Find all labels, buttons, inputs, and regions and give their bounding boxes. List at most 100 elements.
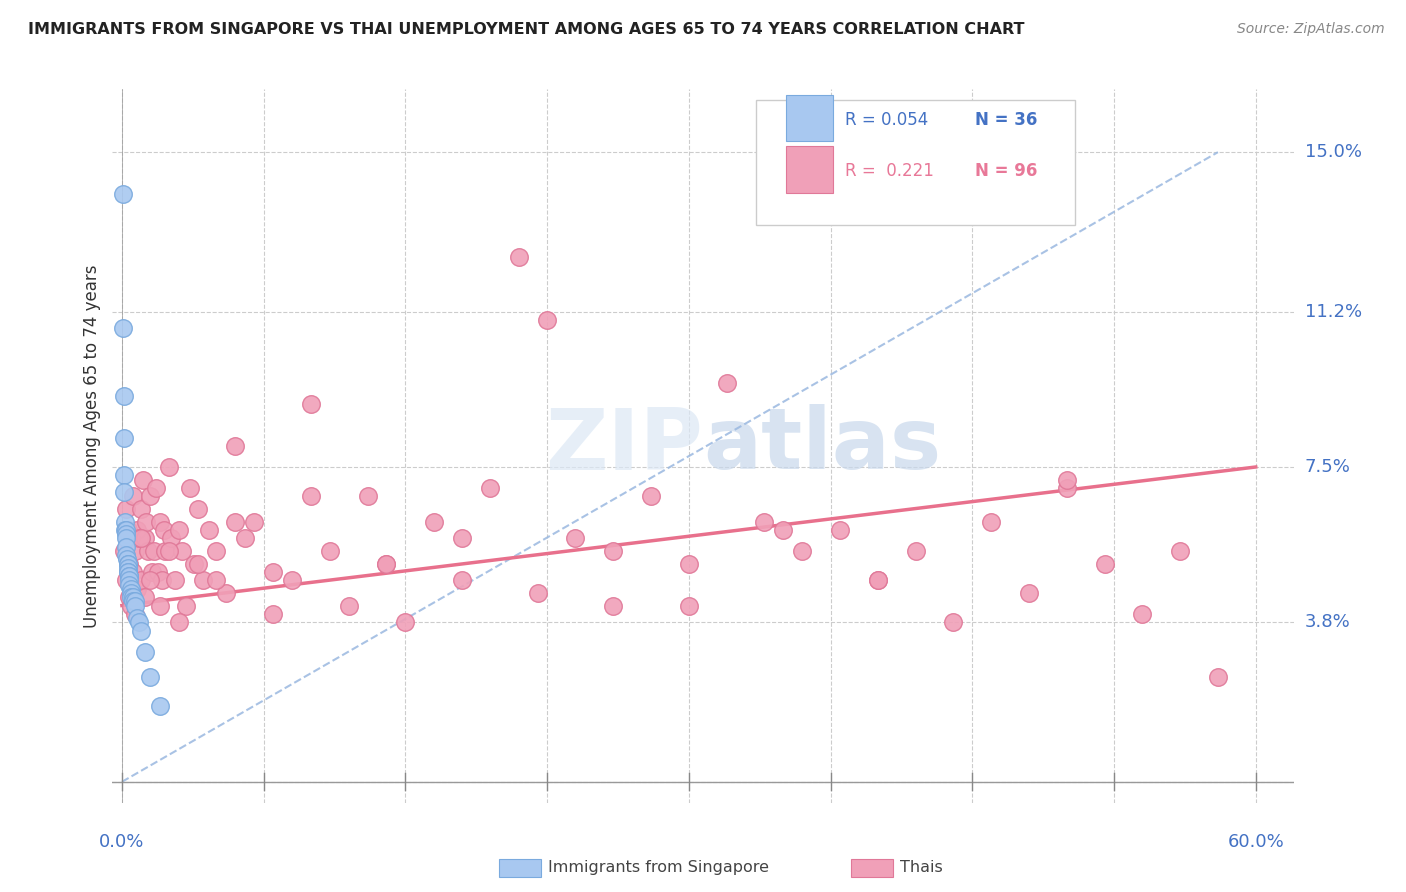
Point: [152, 523, 174, 537]
Text: 7.5%: 7.5%: [1305, 458, 1351, 476]
Text: atlas: atlas: [703, 404, 941, 488]
Point: [1018, 586, 1040, 600]
Point: [138, 544, 160, 558]
Point: [129, 532, 152, 546]
Point: [117, 560, 139, 574]
Text: Thais: Thais: [900, 861, 942, 875]
Point: [602, 599, 624, 613]
Point: [122, 594, 145, 608]
Point: [792, 544, 814, 558]
Point: [114, 515, 136, 529]
Point: [124, 594, 146, 608]
Point: [112, 544, 135, 558]
Text: N = 36: N = 36: [974, 111, 1038, 128]
Point: [135, 515, 157, 529]
Point: [120, 532, 142, 546]
Text: IMMIGRANTS FROM SINGAPORE VS THAI UNEMPLOYMENT AMONG AGES 65 TO 74 YEARS CORRELA: IMMIGRANTS FROM SINGAPORE VS THAI UNEMPL…: [28, 22, 1025, 37]
Point: [139, 489, 162, 503]
Text: 11.2%: 11.2%: [1305, 302, 1362, 321]
Point: [114, 502, 136, 516]
Point: [526, 586, 548, 600]
Point: [139, 670, 162, 684]
Point: [124, 599, 146, 613]
Point: [118, 590, 141, 604]
Point: [125, 582, 148, 596]
Text: 0.0%: 0.0%: [100, 833, 145, 851]
Point: [124, 607, 146, 621]
Point: [122, 565, 145, 579]
Point: [118, 557, 141, 571]
Point: [1094, 557, 1116, 571]
Point: [394, 615, 416, 630]
Point: [299, 397, 322, 411]
Y-axis label: Unemployment Among Ages 65 to 74 years: Unemployment Among Ages 65 to 74 years: [83, 264, 101, 628]
Point: [134, 532, 156, 546]
Point: [125, 611, 148, 625]
Point: [118, 569, 141, 583]
Point: [299, 489, 322, 503]
FancyBboxPatch shape: [786, 146, 832, 193]
Point: [678, 599, 700, 613]
Point: [224, 515, 246, 529]
Point: [114, 523, 136, 537]
Point: [866, 574, 889, 588]
FancyBboxPatch shape: [786, 95, 832, 141]
Point: [174, 599, 197, 613]
Point: [508, 250, 530, 264]
Point: [451, 574, 474, 588]
Point: [375, 557, 398, 571]
Point: [134, 590, 156, 604]
Point: [134, 645, 156, 659]
Point: [143, 544, 166, 558]
Point: [149, 599, 172, 613]
Point: [149, 699, 172, 714]
Point: [128, 532, 150, 546]
Point: [118, 569, 141, 583]
Point: [215, 586, 238, 600]
Text: 15.0%: 15.0%: [1305, 143, 1361, 161]
Point: [118, 577, 141, 591]
Point: [356, 489, 378, 503]
Point: [1168, 544, 1191, 558]
Point: [1056, 481, 1078, 495]
Point: [139, 574, 162, 588]
Point: [337, 599, 360, 613]
Point: [564, 532, 586, 546]
Point: [1056, 473, 1078, 487]
Point: [120, 586, 142, 600]
Point: [262, 565, 284, 579]
Point: [120, 582, 142, 596]
Point: [1130, 607, 1153, 621]
Point: [117, 557, 139, 571]
Point: [281, 574, 304, 588]
Point: [193, 574, 215, 588]
Point: [772, 523, 794, 537]
Point: [122, 489, 145, 503]
Point: [224, 439, 246, 453]
Point: [141, 565, 163, 579]
Point: [262, 607, 284, 621]
Point: [112, 485, 135, 500]
Point: [128, 615, 150, 630]
Point: [186, 502, 208, 516]
Point: [172, 544, 194, 558]
Point: [243, 515, 266, 529]
Text: N = 96: N = 96: [974, 162, 1038, 180]
Point: [205, 574, 228, 588]
Point: [117, 565, 139, 579]
Point: [942, 615, 965, 630]
Point: [179, 481, 201, 495]
Point: [640, 489, 662, 503]
Point: [117, 557, 139, 571]
Point: [205, 544, 228, 558]
Point: [132, 473, 155, 487]
Point: [160, 532, 183, 546]
Point: [129, 502, 152, 516]
Point: [150, 574, 173, 588]
Point: [114, 532, 136, 546]
Point: [479, 481, 502, 495]
Point: [754, 515, 776, 529]
FancyBboxPatch shape: [756, 100, 1076, 225]
Point: [118, 574, 141, 588]
Point: [129, 574, 152, 588]
